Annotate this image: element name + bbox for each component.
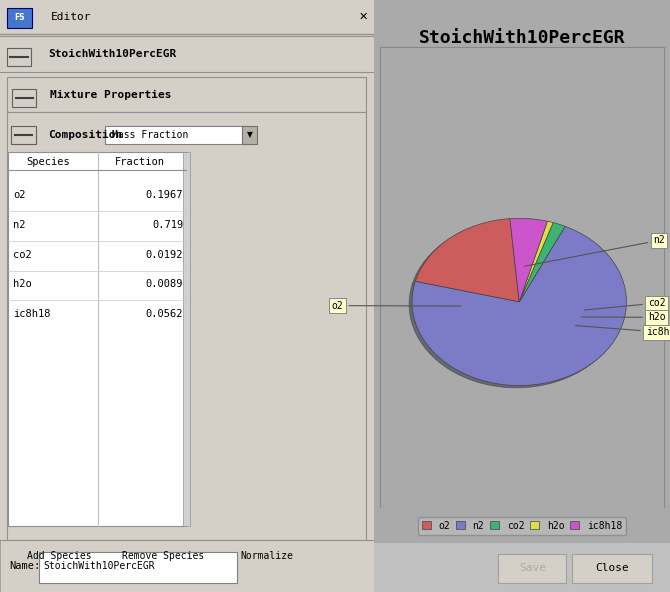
Text: Close: Close [596, 563, 629, 572]
Text: co2: co2 [13, 250, 32, 259]
Text: ▼: ▼ [247, 130, 253, 140]
FancyBboxPatch shape [217, 543, 317, 570]
FancyBboxPatch shape [7, 8, 32, 28]
Text: ✕: ✕ [358, 12, 368, 22]
FancyBboxPatch shape [183, 152, 190, 526]
Text: Save: Save [519, 563, 546, 572]
Text: Normalize: Normalize [241, 552, 293, 561]
Text: StoichWith10PercEGR: StoichWith10PercEGR [43, 561, 155, 571]
FancyBboxPatch shape [380, 47, 664, 536]
Text: ic8h18: ic8h18 [576, 326, 670, 337]
Text: Remove Species: Remove Species [122, 552, 204, 561]
FancyBboxPatch shape [105, 126, 246, 144]
Text: n2: n2 [524, 236, 665, 266]
Text: o2: o2 [332, 301, 461, 311]
Text: 0.1967: 0.1967 [145, 191, 183, 200]
FancyBboxPatch shape [0, 0, 374, 34]
Text: co2: co2 [584, 298, 665, 310]
Text: o2: o2 [13, 191, 25, 200]
Text: Mixture Properties: Mixture Properties [50, 90, 172, 99]
Wedge shape [519, 223, 565, 302]
FancyBboxPatch shape [11, 126, 36, 144]
Text: 0.0192: 0.0192 [145, 250, 183, 259]
Text: StoichWith10PercEGR: StoichWith10PercEGR [419, 30, 625, 47]
FancyBboxPatch shape [7, 48, 31, 66]
FancyBboxPatch shape [0, 36, 374, 72]
Text: 0.0562: 0.0562 [145, 309, 183, 318]
Text: h2o: h2o [581, 313, 665, 322]
Text: Editor: Editor [50, 12, 91, 22]
Text: n2: n2 [13, 220, 25, 230]
FancyBboxPatch shape [9, 543, 109, 570]
FancyBboxPatch shape [7, 112, 366, 540]
Legend: o2, n2, co2, h2o, ic8h18: o2, n2, co2, h2o, ic8h18 [418, 517, 626, 535]
Text: Fraction: Fraction [115, 157, 165, 167]
Text: 0.0089: 0.0089 [145, 279, 183, 289]
FancyBboxPatch shape [0, 540, 374, 592]
FancyBboxPatch shape [7, 77, 366, 112]
FancyBboxPatch shape [12, 89, 36, 107]
Wedge shape [510, 218, 547, 302]
Text: FS: FS [14, 13, 25, 22]
Text: Composition: Composition [49, 130, 123, 140]
Text: StoichWith10PercEGR: StoichWith10PercEGR [49, 49, 177, 59]
Text: Add Species: Add Species [27, 552, 92, 561]
FancyBboxPatch shape [498, 554, 566, 583]
Text: ic8h18: ic8h18 [13, 309, 51, 318]
Text: Name:: Name: [9, 561, 41, 571]
FancyBboxPatch shape [8, 152, 186, 526]
FancyBboxPatch shape [243, 126, 257, 144]
Text: 0.719: 0.719 [152, 220, 183, 230]
FancyBboxPatch shape [40, 552, 237, 583]
Wedge shape [415, 218, 519, 302]
Wedge shape [412, 226, 626, 385]
Text: Species: Species [27, 157, 70, 167]
Wedge shape [519, 221, 553, 302]
Text: h2o: h2o [13, 279, 32, 289]
FancyBboxPatch shape [112, 543, 214, 570]
FancyBboxPatch shape [572, 554, 652, 583]
Text: Mass Fraction: Mass Fraction [112, 130, 188, 140]
